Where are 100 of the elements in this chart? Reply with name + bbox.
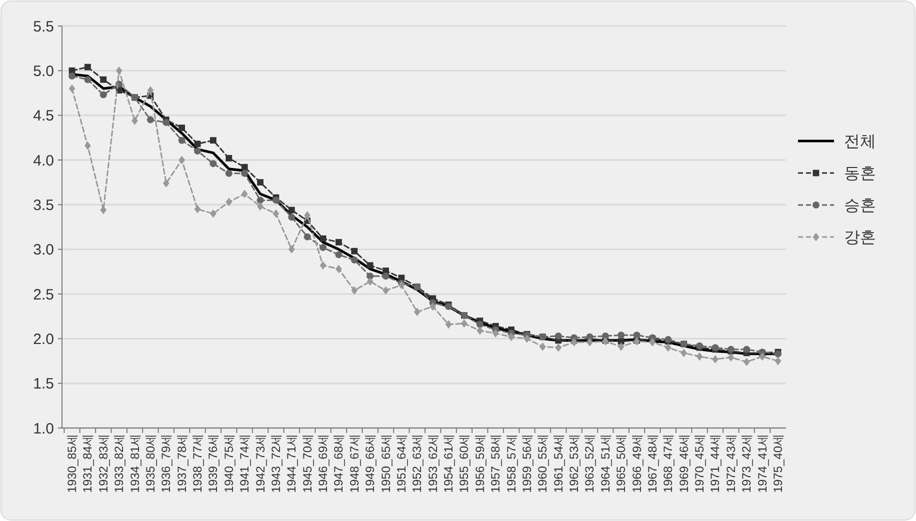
x-tick-label: 1975_40세 [771, 434, 785, 493]
point [84, 142, 91, 150]
point [445, 320, 452, 329]
point [100, 76, 107, 83]
legend-label: 승혼 [844, 198, 876, 215]
point [335, 251, 342, 258]
y-tick-label: 4.5 [33, 108, 54, 125]
point [178, 156, 186, 164]
x-tick-label: 1963_52세 [582, 434, 597, 493]
x-tick-label: 1944_71세 [284, 434, 299, 493]
x-tick-label: 1971_44세 [708, 434, 722, 493]
point [320, 261, 326, 270]
x-tick-label: 1970_45세 [692, 434, 707, 493]
y-tick-label: 3.0 [33, 242, 54, 259]
point [68, 84, 76, 93]
point [146, 116, 154, 124]
x-tick-label: 1968_47세 [661, 434, 676, 493]
point [210, 137, 216, 144]
x-tick-label: 1931_84세 [80, 434, 95, 493]
point [241, 190, 248, 198]
point [366, 262, 374, 269]
x-tick-label: 1972_43세 [724, 434, 738, 493]
x-tick-label: 1969_46세 [676, 434, 691, 493]
point [445, 303, 452, 310]
point [194, 204, 201, 214]
point [570, 338, 578, 346]
x-tick-label: 1945_70세 [300, 434, 314, 493]
point [272, 196, 280, 204]
legend-label: 동혼 [844, 166, 876, 183]
x-tick-label: 1938_77세 [190, 434, 205, 493]
point [649, 338, 656, 346]
point [304, 233, 311, 240]
x-tick-label: 1934_81세 [128, 434, 142, 493]
legend-label: 강혼 [844, 230, 876, 247]
point [100, 91, 107, 98]
point [336, 238, 342, 246]
x-tick-label: 1951_64세 [394, 434, 408, 493]
x-tick-label: 1940_75세 [222, 434, 236, 493]
legend-label: 전체 [844, 134, 876, 151]
y-tick-label: 2.5 [33, 286, 54, 304]
point [288, 245, 295, 254]
point [241, 170, 248, 177]
x-tick-label: 1966_49세 [630, 434, 644, 493]
point [84, 76, 92, 84]
x-tick-label: 1939_76세 [206, 434, 220, 493]
point [712, 355, 718, 364]
point [257, 179, 264, 186]
point [680, 348, 688, 358]
point [555, 343, 562, 352]
point [241, 164, 248, 170]
x-tick-label: 1935_80세 [143, 434, 158, 493]
x-tick-label: 1948_67세 [347, 434, 362, 493]
x-tick-label: 1965_50세 [614, 434, 628, 493]
x-tick-label: 1937_78세 [174, 434, 189, 493]
point [288, 214, 296, 221]
x-tick-label: 1936_79세 [159, 434, 174, 493]
point [226, 155, 232, 162]
point [382, 272, 390, 280]
point [743, 358, 750, 366]
point [162, 118, 170, 126]
x-tick-label: 1964_51세 [598, 434, 612, 493]
y-tick-label: 5.5 [33, 18, 54, 36]
point [288, 206, 295, 214]
point [351, 286, 358, 295]
x-tick-label: 1949_66세 [363, 434, 378, 493]
point [414, 308, 420, 316]
x-tick-label: 1930_85세 [65, 434, 79, 493]
point [336, 264, 342, 274]
x-tick-label: 1941_74세 [238, 434, 252, 493]
point [586, 338, 593, 346]
point [618, 342, 624, 351]
x-tick-label: 1933_82세 [112, 434, 126, 493]
x-tick-label: 1946_69세 [316, 434, 330, 493]
point [633, 332, 640, 339]
point [350, 256, 358, 264]
y-tick-label: 3.5 [33, 196, 54, 214]
point [351, 248, 358, 254]
x-tick-label: 1953_62세 [426, 434, 440, 493]
x-tick-label: 1967_48세 [645, 434, 660, 493]
x-tick-label: 1958_57세 [504, 434, 518, 493]
point [194, 140, 201, 148]
point [225, 170, 232, 177]
point [162, 179, 170, 188]
point [618, 338, 624, 345]
point [366, 277, 374, 286]
point [256, 196, 264, 204]
x-tick-label: 1947_68세 [332, 434, 346, 493]
x-tick-label: 1960_55세 [536, 434, 550, 493]
point [84, 64, 91, 70]
point [696, 352, 703, 361]
point [210, 160, 217, 168]
x-tick-label: 1961_54세 [551, 434, 566, 493]
y-tick-label: 1.0 [33, 420, 54, 438]
point [366, 272, 374, 280]
point [539, 342, 546, 351]
x-tick-label: 1959_56세 [520, 434, 534, 493]
x-tick-label: 1954_61세 [442, 434, 456, 493]
point [304, 211, 311, 220]
y-tick-label: 2.0 [33, 330, 54, 348]
point [178, 136, 186, 144]
